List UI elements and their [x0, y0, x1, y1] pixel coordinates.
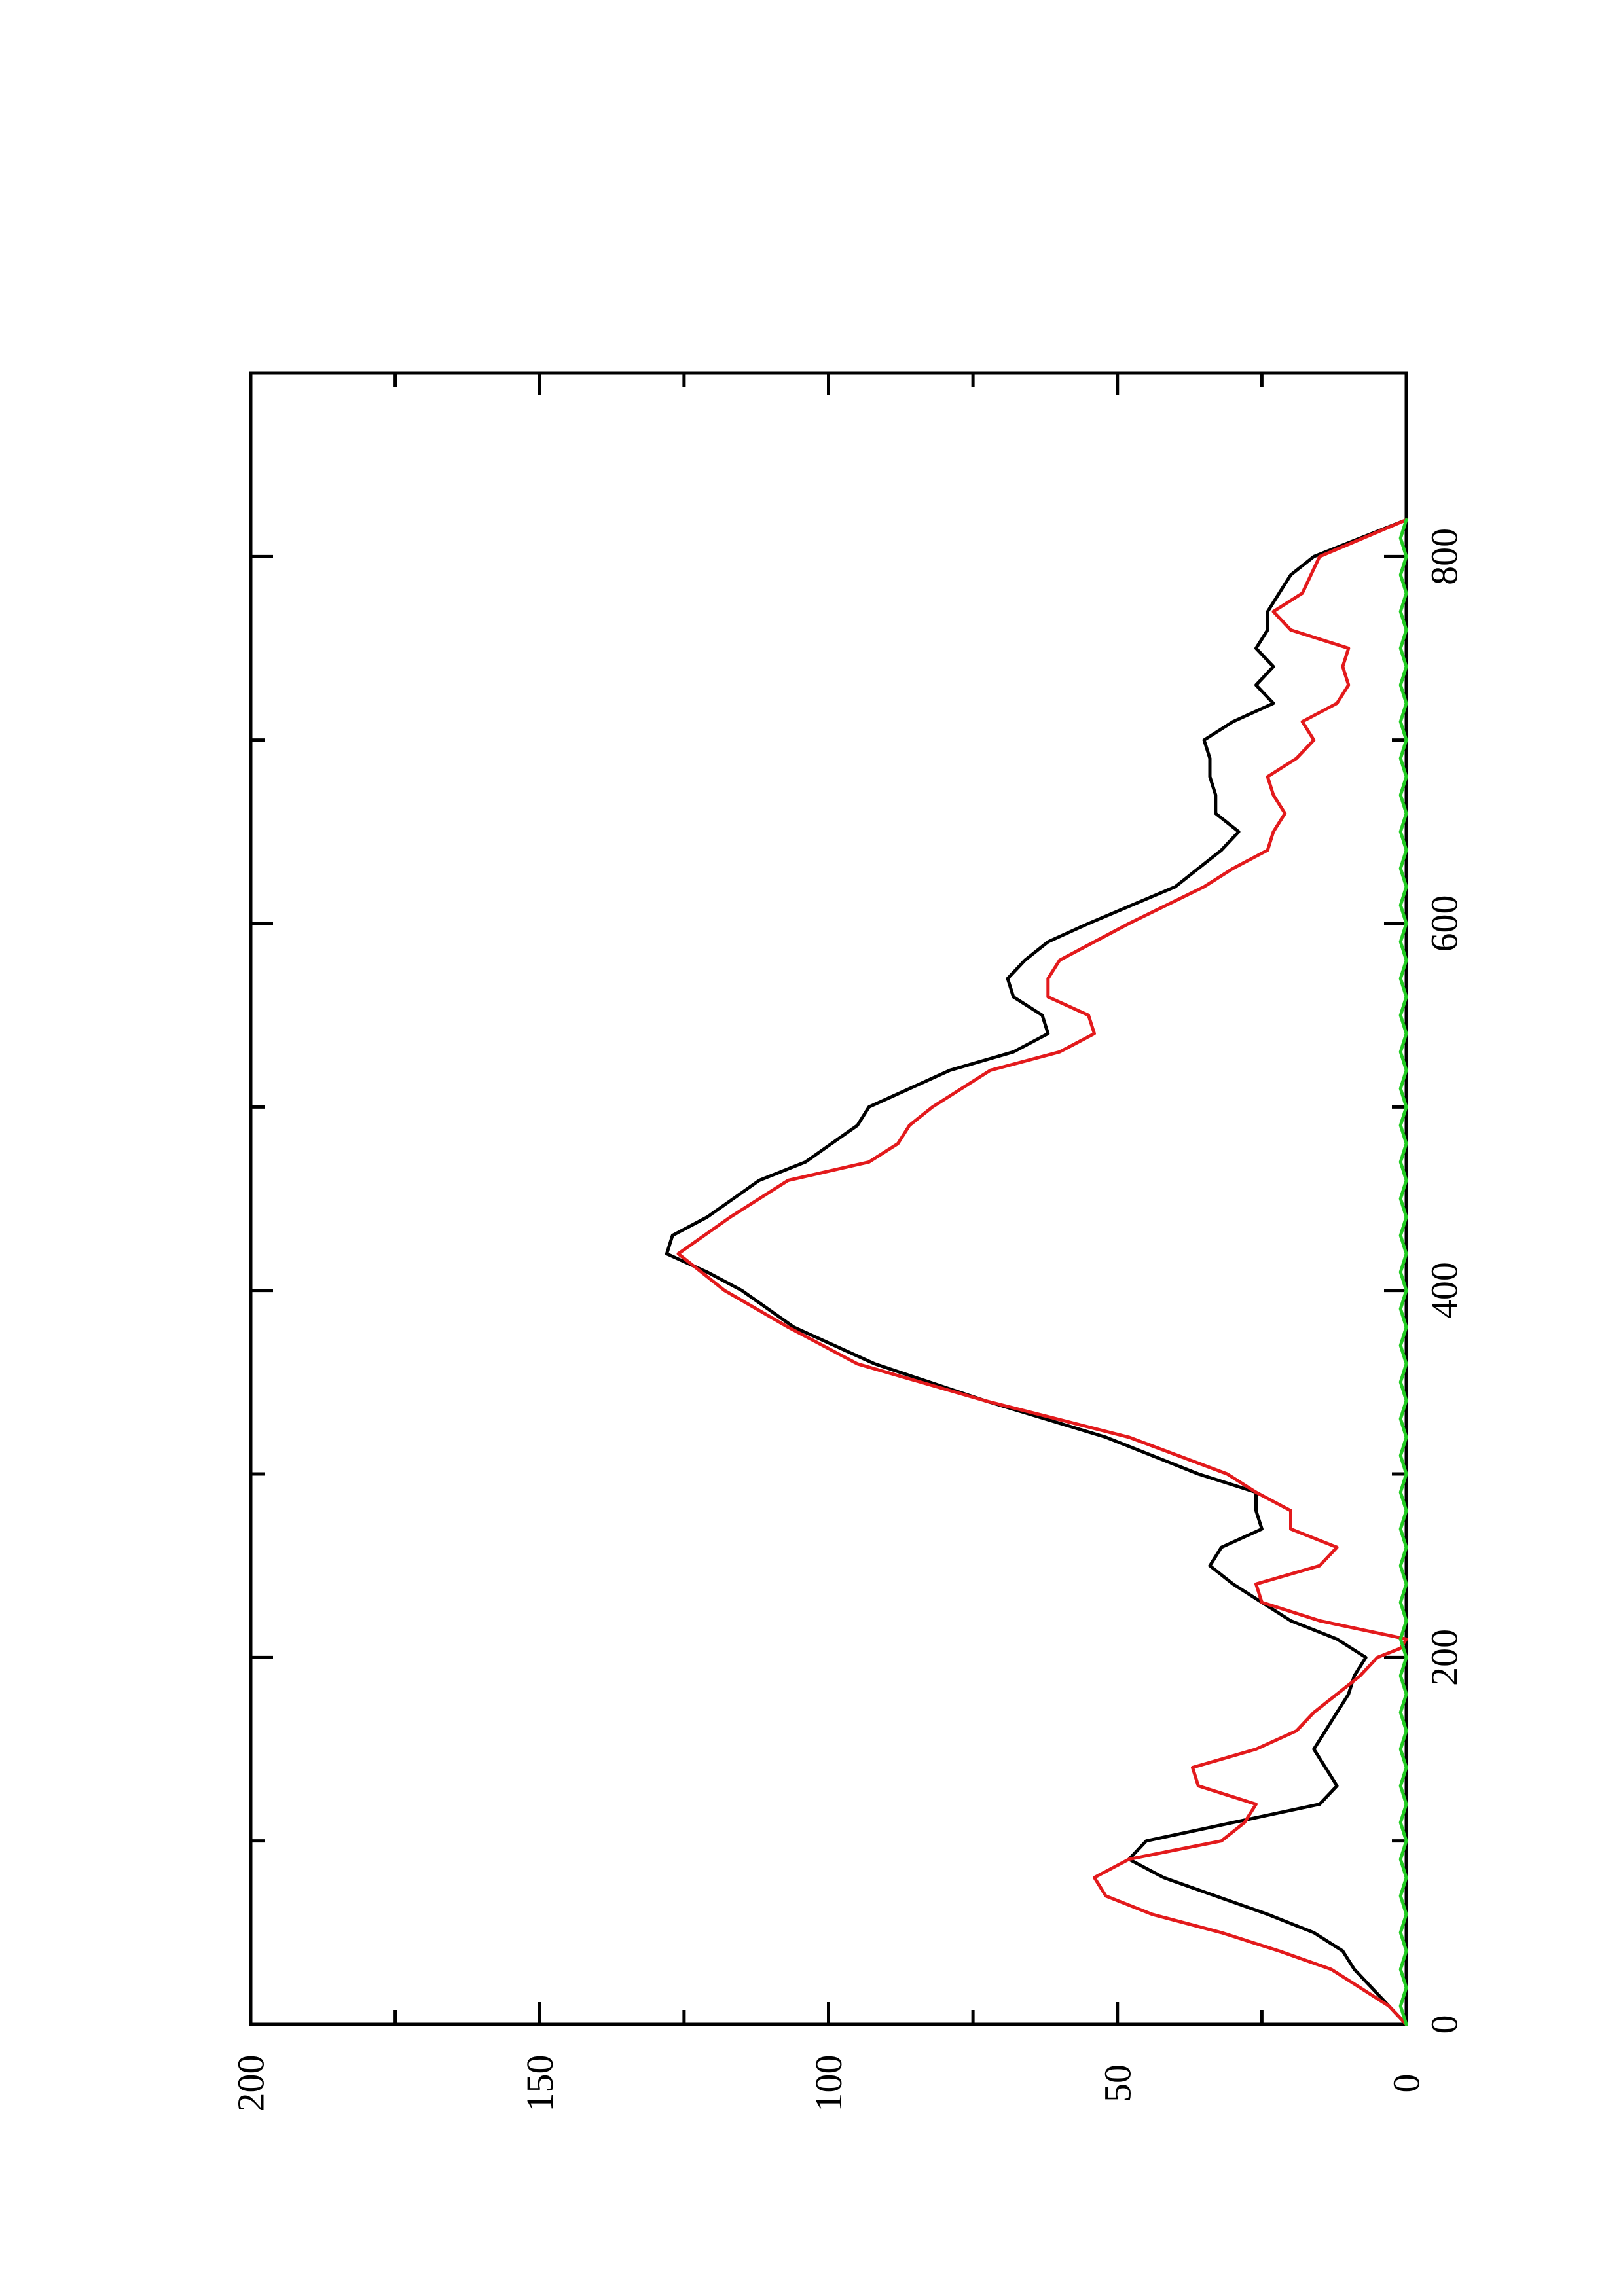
y-tick-label: 150 — [519, 2055, 561, 2112]
plot-frame — [249, 371, 1408, 2026]
plot-layer: 0 200 400 600 800 0 50 100 150 200 — [230, 371, 1466, 2112]
series-line-1 — [665, 518, 1408, 2026]
x-tick-label: 400 — [1423, 1262, 1466, 1319]
x-tick-label: 200 — [1423, 1629, 1466, 1686]
x-tick-label: 0 — [1423, 2015, 1466, 2034]
series-line-2 — [676, 518, 1408, 2026]
series-line-3 — [1398, 518, 1408, 2026]
x-tick-label: 800 — [1423, 528, 1466, 585]
x-tick-label: 600 — [1423, 895, 1466, 952]
y-tick-label: 0 — [1385, 2074, 1428, 2093]
y-tick-label: 50 — [1096, 2064, 1139, 2102]
y-tick-label: 200 — [230, 2055, 272, 2112]
y-tick-label: 100 — [807, 2055, 850, 2112]
